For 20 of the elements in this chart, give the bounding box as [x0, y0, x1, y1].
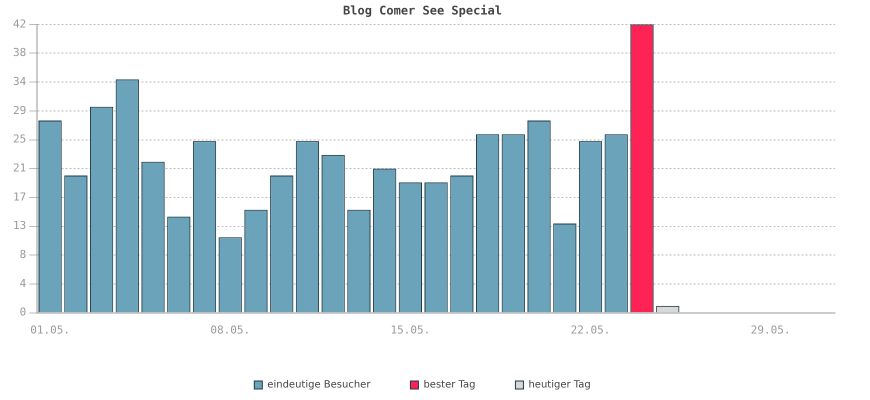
y-tick-label: 17 — [12, 190, 26, 204]
y-tick-label: 34 — [12, 74, 27, 88]
x-tick-label: 29.05. — [750, 323, 791, 336]
x-tick-label: 08.05. — [210, 323, 250, 336]
y-tick-label: 38 — [12, 46, 26, 60]
y-tick-label: 25 — [12, 132, 26, 146]
x-tick-label: 15.05. — [390, 323, 430, 336]
chart-title: Blog Comer See Special — [343, 3, 502, 18]
y-tick-label: 21 — [12, 161, 26, 174]
x-tick-label: 01.05. — [30, 323, 70, 336]
legend-label: heutiger Tag — [528, 380, 591, 391]
y-tick-label: 42 — [12, 17, 26, 30]
y-tick-label: 0 — [20, 306, 26, 319]
y-tick-label: 4 — [20, 276, 27, 290]
legend-label: bester Tag — [423, 380, 476, 391]
legend-label: eindeutige Besucher — [267, 380, 372, 391]
y-tick-label: 13 — [12, 219, 26, 232]
x-tick-label: 22.05. — [570, 323, 610, 336]
y-tick-label: 8 — [20, 248, 26, 261]
y-tick-label: 29 — [12, 104, 26, 117]
